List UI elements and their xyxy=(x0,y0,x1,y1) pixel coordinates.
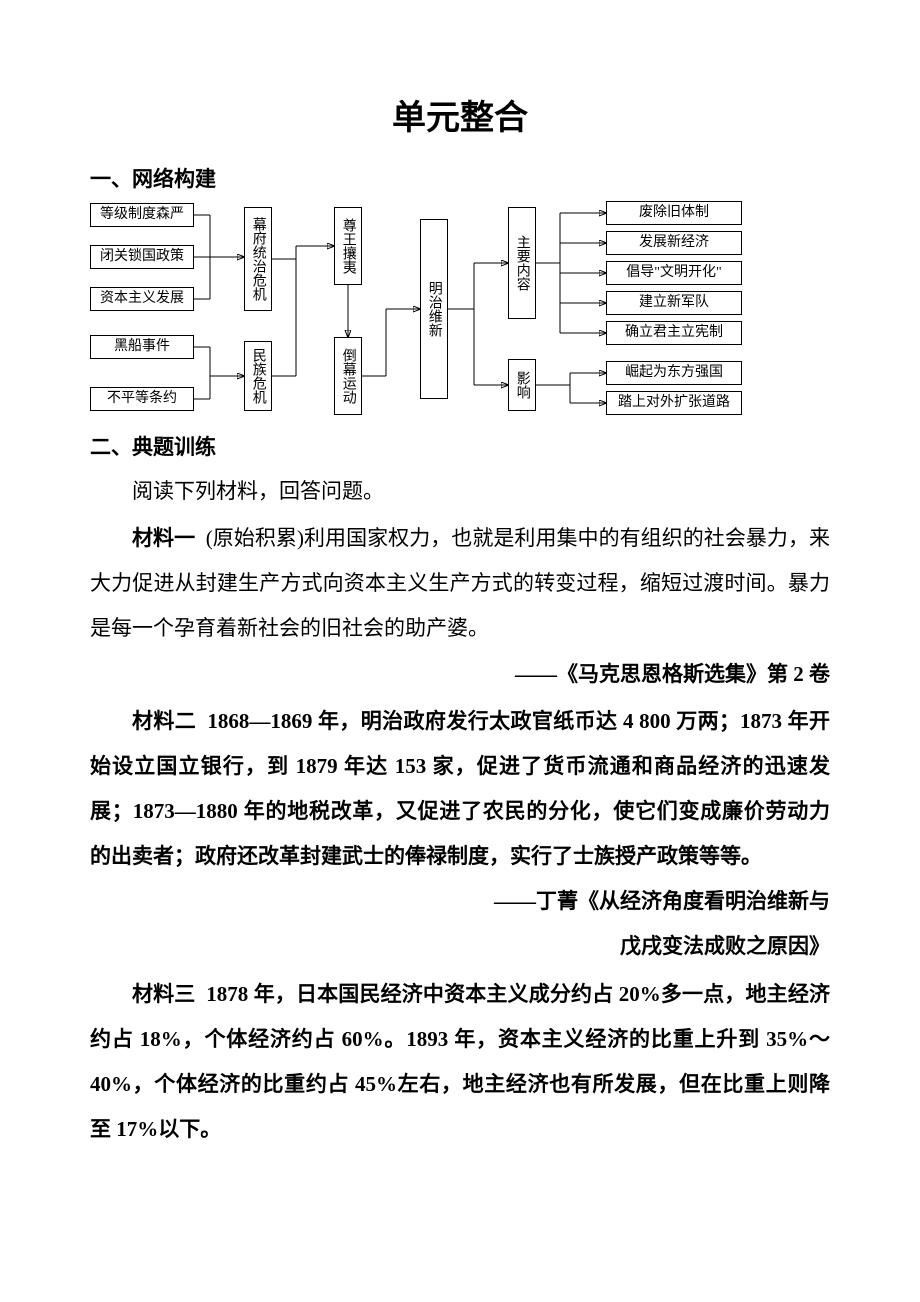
flow-right-1: 发展新经济 xyxy=(606,231,742,255)
flow-col4-text: 明治维新 xyxy=(426,281,441,337)
flow-col5-top-text: 主要内容 xyxy=(514,235,529,291)
material-2-citation-2: 戊戌变法成败之原因》 xyxy=(90,924,830,969)
flow-left-4: 不平等条约 xyxy=(90,387,194,411)
flow-left-2: 资本主义发展 xyxy=(90,287,194,311)
flow-col3-bot: 倒幕运动 xyxy=(334,337,362,415)
material-1: 材料一 (原始积累)利用国家权力，也就是利用集中的有组织的社会暴力，来大力促进从… xyxy=(90,516,830,651)
flow-col2-bot: 民族危机 xyxy=(244,341,272,411)
material-2: 材料二 1868—1869 年，明治政府发行太政官纸币达 4 800 万两；18… xyxy=(90,699,830,880)
material-2-text: 1868—1869 年，明治政府发行太政官纸币达 4 800 万两；1873 年… xyxy=(90,709,830,868)
material-1-citation: ——《马克思恩格斯选集》第 2 卷 xyxy=(90,652,830,697)
flow-col5-bot: 影响 xyxy=(508,359,536,411)
flow-right-4: 确立君主立宪制 xyxy=(606,321,742,345)
flow-left-1: 闭关锁国政策 xyxy=(90,245,194,269)
material-1-label: 材料一 xyxy=(132,526,195,550)
material-2-citation-1: ——丁菁《从经济角度看明治维新与 xyxy=(90,879,830,924)
flow-col2-top: 幕府统治危机 xyxy=(244,207,272,311)
flow-col3-top: 尊王攘夷 xyxy=(334,207,362,285)
flow-col4: 明治维新 xyxy=(420,219,448,399)
flow-right-5: 崛起为东方强国 xyxy=(606,361,742,385)
flow-right-6: 踏上对外扩张道路 xyxy=(606,391,742,415)
flow-right-3: 建立新军队 xyxy=(606,291,742,315)
flow-left-3: 黑船事件 xyxy=(90,335,194,359)
flow-col3-bot-text: 倒幕运动 xyxy=(340,348,355,404)
flow-col5-bot-text: 影响 xyxy=(514,371,529,399)
network-flowchart: 等级制度森严 闭关锁国政策 资本主义发展 黑船事件 不平等条约 幕府统治危机 民… xyxy=(90,201,810,421)
page-title: 单元整合 xyxy=(90,90,830,139)
material-1-text: (原始积累)利用国家权力，也就是利用集中的有组织的社会暴力，来大力促进从封建生产… xyxy=(90,526,830,640)
flow-col2-bot-text: 民族危机 xyxy=(250,348,265,404)
section-1-heading: 一、网络构建 xyxy=(90,163,830,193)
flow-col5-top: 主要内容 xyxy=(508,207,536,319)
prompt-text: 阅读下列材料，回答问题。 xyxy=(90,469,830,514)
flow-col2-top-text: 幕府统治危机 xyxy=(250,217,265,301)
section-2-heading: 二、典题训练 xyxy=(90,431,830,461)
material-3-text: 1878 年，日本国民经济中资本主义成分约占 20%多一点，地主经济约占 18%… xyxy=(90,982,830,1141)
material-3: 材料三 1878 年，日本国民经济中资本主义成分约占 20%多一点，地主经济约占… xyxy=(90,972,830,1153)
material-2-label: 材料二 xyxy=(132,709,196,733)
material-3-label: 材料三 xyxy=(132,982,195,1006)
flow-col3-top-text: 尊王攘夷 xyxy=(340,218,355,274)
flow-right-0: 废除旧体制 xyxy=(606,201,742,225)
flow-right-2: 倡导"文明开化" xyxy=(606,261,742,285)
flow-left-0: 等级制度森严 xyxy=(90,203,194,227)
